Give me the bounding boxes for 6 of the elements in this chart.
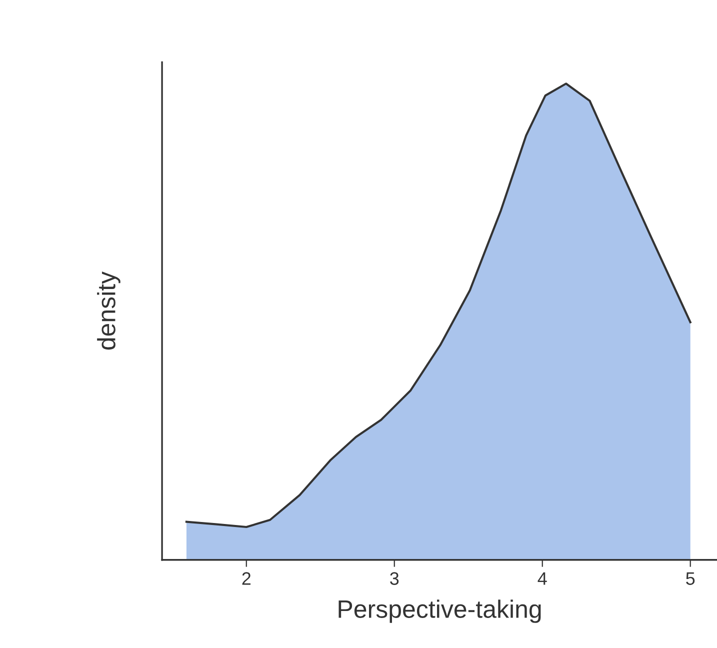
x-axis-title: Perspective-taking — [338, 600, 541, 623]
y-axis-title: density — [97, 271, 120, 350]
x-tick-label: 2 — [242, 572, 251, 585]
x-tick-label: 3 — [390, 572, 399, 585]
x-tick-label: 5 — [686, 572, 695, 585]
x-tick-label: 4 — [538, 572, 547, 585]
